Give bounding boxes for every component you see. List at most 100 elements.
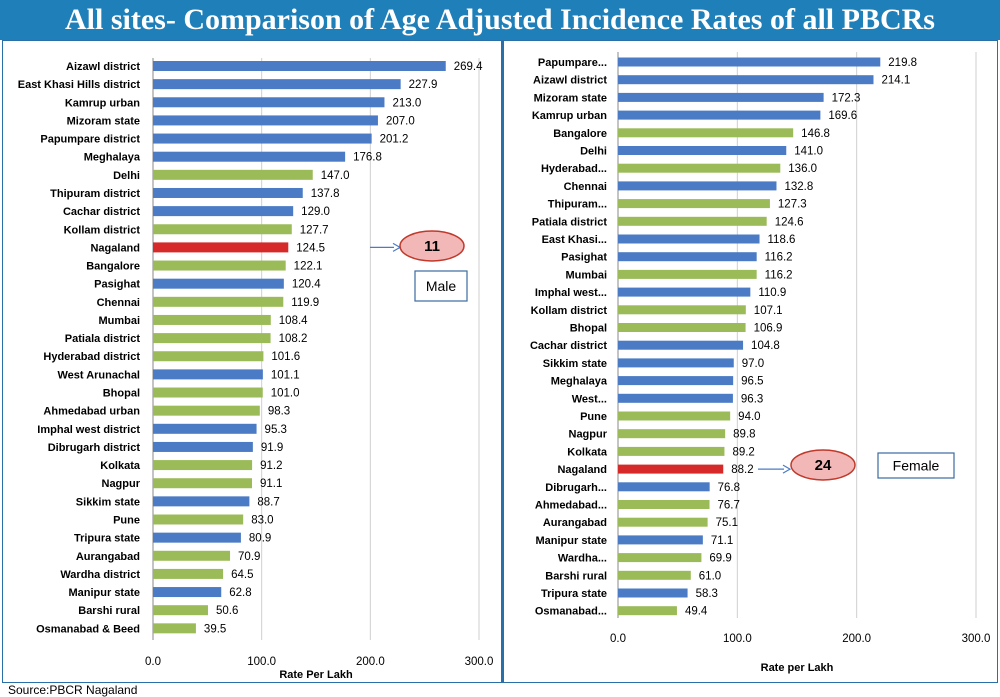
category-label: Kollam district	[64, 224, 141, 236]
category-label: Delhi	[113, 170, 140, 182]
bar	[618, 517, 708, 527]
category-label: Aurangabad	[543, 517, 607, 529]
bar	[153, 79, 401, 90]
data-label: 141.0	[794, 146, 823, 158]
data-label: 107.1	[754, 305, 783, 317]
data-label: 124.6	[775, 216, 804, 228]
bar	[153, 623, 196, 634]
bar	[618, 128, 794, 138]
category-label: Imphal west...	[535, 287, 607, 299]
sex-label-box	[877, 452, 955, 479]
bar	[153, 115, 378, 126]
category-label: Barshi rural	[78, 605, 140, 617]
bar	[618, 199, 770, 209]
data-label: 58.3	[696, 588, 718, 600]
bar	[153, 133, 372, 144]
page-title: All sites- Comparison of Age Adjusted In…	[65, 3, 935, 36]
bar	[153, 605, 208, 616]
category-label: Patiala district	[532, 216, 608, 228]
bar	[153, 151, 346, 162]
bar	[153, 296, 284, 307]
category-label: Tripura state	[541, 588, 607, 600]
data-label: 39.5	[204, 623, 226, 635]
bar	[618, 163, 781, 173]
bar	[618, 446, 725, 456]
bar	[618, 411, 731, 421]
category-label: Kamrup urban	[65, 97, 140, 109]
data-label: 101.1	[271, 369, 300, 381]
category-label: Nagaland	[557, 464, 607, 476]
data-label: 71.1	[711, 535, 733, 547]
category-label: Kolkata	[567, 446, 608, 458]
x-tick-label: 300.0	[465, 656, 494, 668]
bar	[153, 387, 263, 398]
data-label: 169.6	[828, 110, 857, 122]
bar	[153, 550, 231, 561]
data-label: 96.3	[741, 393, 763, 405]
category-label: Ahmedabad urban	[43, 406, 140, 418]
category-label: Meghalaya	[84, 152, 141, 164]
data-label: 172.3	[832, 92, 861, 104]
bar	[153, 587, 222, 598]
bar	[153, 568, 224, 579]
rank-ellipse	[399, 230, 465, 262]
category-label: Chennai	[97, 297, 140, 309]
bar	[618, 588, 688, 598]
data-label: 213.0	[392, 97, 421, 109]
category-label: Delhi	[580, 146, 607, 158]
data-label: 207.0	[386, 115, 415, 127]
bar	[618, 146, 787, 155]
data-label: 76.7	[718, 500, 740, 512]
source-note: Source:PBCR Nagaland	[8, 683, 138, 697]
bar	[618, 358, 734, 368]
category-label: Patiala district	[65, 333, 141, 345]
category-label: Bhopal	[570, 323, 607, 335]
rank-label: 24	[815, 457, 832, 474]
category-label: Dibrugarh district	[48, 442, 141, 454]
bar	[618, 464, 724, 474]
bar	[153, 314, 271, 325]
data-label: 97.0	[742, 358, 764, 370]
sex-label: Male	[426, 278, 457, 294]
category-label: Hyderabad...	[541, 163, 607, 175]
data-label: 49.4	[685, 606, 708, 618]
sex-label: Female	[893, 458, 940, 474]
category-label: Ahmedabad...	[535, 500, 607, 512]
category-label: Barshi rural	[545, 570, 607, 582]
category-label: Aizawl district	[533, 75, 607, 87]
data-label: 269.4	[454, 61, 483, 73]
data-label: 50.6	[216, 605, 238, 617]
title-bar	[0, 0, 1000, 40]
bar	[153, 242, 289, 253]
category-label: Wardha...	[558, 553, 607, 565]
data-label: 116.2	[765, 269, 793, 281]
data-label: 89.8	[733, 429, 755, 441]
data-label: 127.7	[300, 224, 329, 236]
category-label: Chennai	[564, 181, 607, 193]
category-label: Wardha district	[60, 569, 140, 581]
data-label: 95.3	[265, 424, 287, 436]
category-label: Manipur state	[535, 535, 607, 547]
data-label: 118.6	[768, 234, 796, 246]
category-label: Mizoram state	[67, 115, 140, 127]
data-label: 98.3	[268, 406, 290, 418]
rank-label: 11	[424, 238, 440, 255]
category-label: Kamrup urban	[532, 110, 607, 122]
data-label: 137.8	[311, 188, 340, 200]
data-label: 129.0	[301, 206, 330, 218]
data-label: 91.2	[260, 460, 282, 472]
data-label: 91.1	[260, 478, 282, 490]
data-label: 61.0	[699, 570, 721, 582]
category-label: Sikkim state	[76, 496, 140, 508]
bar	[618, 393, 733, 403]
category-label: Nagpur	[102, 478, 141, 490]
data-label: 62.8	[229, 587, 251, 599]
category-label: Bangalore	[553, 128, 607, 140]
bar	[618, 252, 757, 262]
panel-divider	[502, 40, 504, 683]
bar	[153, 441, 253, 452]
category-label: Imphal west district	[37, 424, 140, 436]
category-label: Kolkata	[100, 460, 141, 472]
data-label: 108.4	[279, 315, 308, 327]
data-label: 94.0	[738, 411, 760, 423]
